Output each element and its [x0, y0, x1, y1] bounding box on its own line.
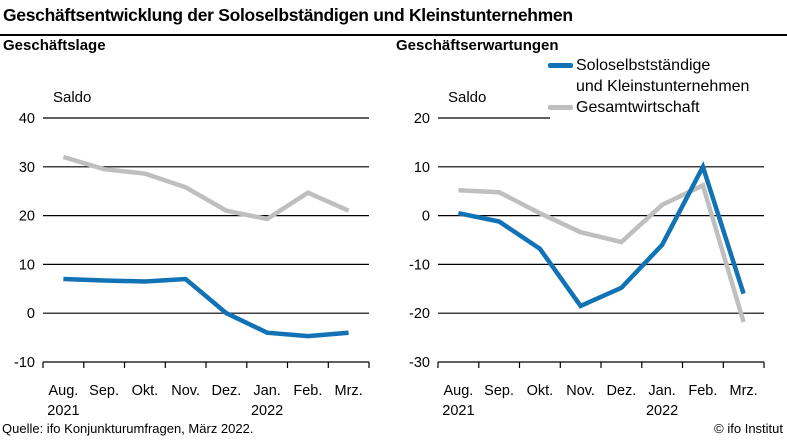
x-tick-label: Aug. — [48, 383, 78, 399]
y-tick-label: 0 — [422, 209, 430, 225]
x-tick-label: Okt. — [527, 383, 554, 399]
x-tick-label: Mrz. — [730, 383, 758, 399]
legend-label-solo-line1: Soloselbstständige — [576, 57, 711, 74]
legend-item-gesamt: Gesamtwirtschaft — [548, 97, 749, 118]
series-line-gesamt — [62, 154, 350, 222]
y-tick-label: 20 — [19, 209, 35, 225]
y-axis-title: Saldo — [53, 89, 91, 106]
legend-item-solo: Soloselbstständige — [548, 55, 749, 76]
chart-legend: Soloselbstständige und Kleinstunternehme… — [548, 55, 749, 118]
left-chart: Saldo 40 30 20 10 0 -10 Aug. Sep. Okt. Nov. Dez. Jan… — [14, 89, 370, 419]
year-label: 2022 — [646, 403, 678, 419]
x-tick-label: Nov. — [566, 383, 595, 399]
x-tick-label: Dez. — [606, 383, 636, 399]
y-tick-label: -10 — [14, 355, 35, 371]
x-tick-label: Jan. — [648, 383, 675, 399]
x-tick-label: Mrz. — [335, 383, 363, 399]
x-tick-label: Nov. — [171, 383, 200, 399]
y-tick-label: 10 — [414, 160, 430, 176]
series-line-solo — [63, 276, 349, 339]
y-tick-label: 30 — [19, 160, 35, 176]
x-tick-label: Aug. — [443, 383, 473, 399]
x-tick-label: Feb. — [688, 383, 717, 399]
y-tick-label: -10 — [409, 257, 430, 273]
y-tick-label: 40 — [19, 111, 35, 127]
legend-swatch-gesamt-icon — [548, 105, 573, 110]
figure-footer: Quelle: ifo Konjunkturumfragen, März 202… — [2, 421, 783, 436]
y-tick-label: 10 — [19, 257, 35, 273]
x-tick-label: Sep. — [484, 383, 514, 399]
year-label: 2021 — [47, 403, 79, 419]
y-tick-label: 20 — [414, 111, 430, 127]
y-tick-label: -30 — [409, 355, 430, 371]
y-tick-label: -20 — [409, 306, 430, 322]
y-tick-label: 0 — [27, 306, 35, 322]
x-tick-label: Jan. — [253, 383, 280, 399]
x-tick-label: Dez. — [211, 383, 241, 399]
year-label: 2022 — [251, 403, 283, 419]
x-tick-label: Feb. — [293, 383, 322, 399]
x-tick-label: Sep. — [89, 383, 119, 399]
left-chart-title: Geschäftslage — [3, 37, 106, 54]
right-chart-title: Geschäftserwartungen — [396, 37, 559, 54]
x-tick-label: Okt. — [132, 383, 159, 399]
year-label: 2021 — [442, 403, 474, 419]
source-note: Quelle: ifo Konjunkturumfragen, März 202… — [2, 421, 254, 436]
series-line-gesamt — [458, 182, 746, 323]
figure-header: Geschäftsentwicklung der Soloselbständig… — [0, 0, 787, 36]
y-axis-title: Saldo — [448, 89, 486, 106]
right-chart: Saldo 20 10 0 -10 -20 -30 Aug. Sep. Okt. Nov. Dez. J… — [409, 89, 765, 419]
figure-title: Geschäftsentwicklung der Soloselbständig… — [3, 5, 573, 25]
legend-label-solo-line2: und Kleinstunternehmen — [576, 78, 750, 95]
copyright-note: © ifo Institut — [714, 421, 783, 436]
legend-swatch-solo-icon — [548, 63, 573, 68]
legend-label-gesamt: Gesamtwirtschaft — [576, 99, 700, 116]
series-line-solo — [457, 160, 746, 309]
